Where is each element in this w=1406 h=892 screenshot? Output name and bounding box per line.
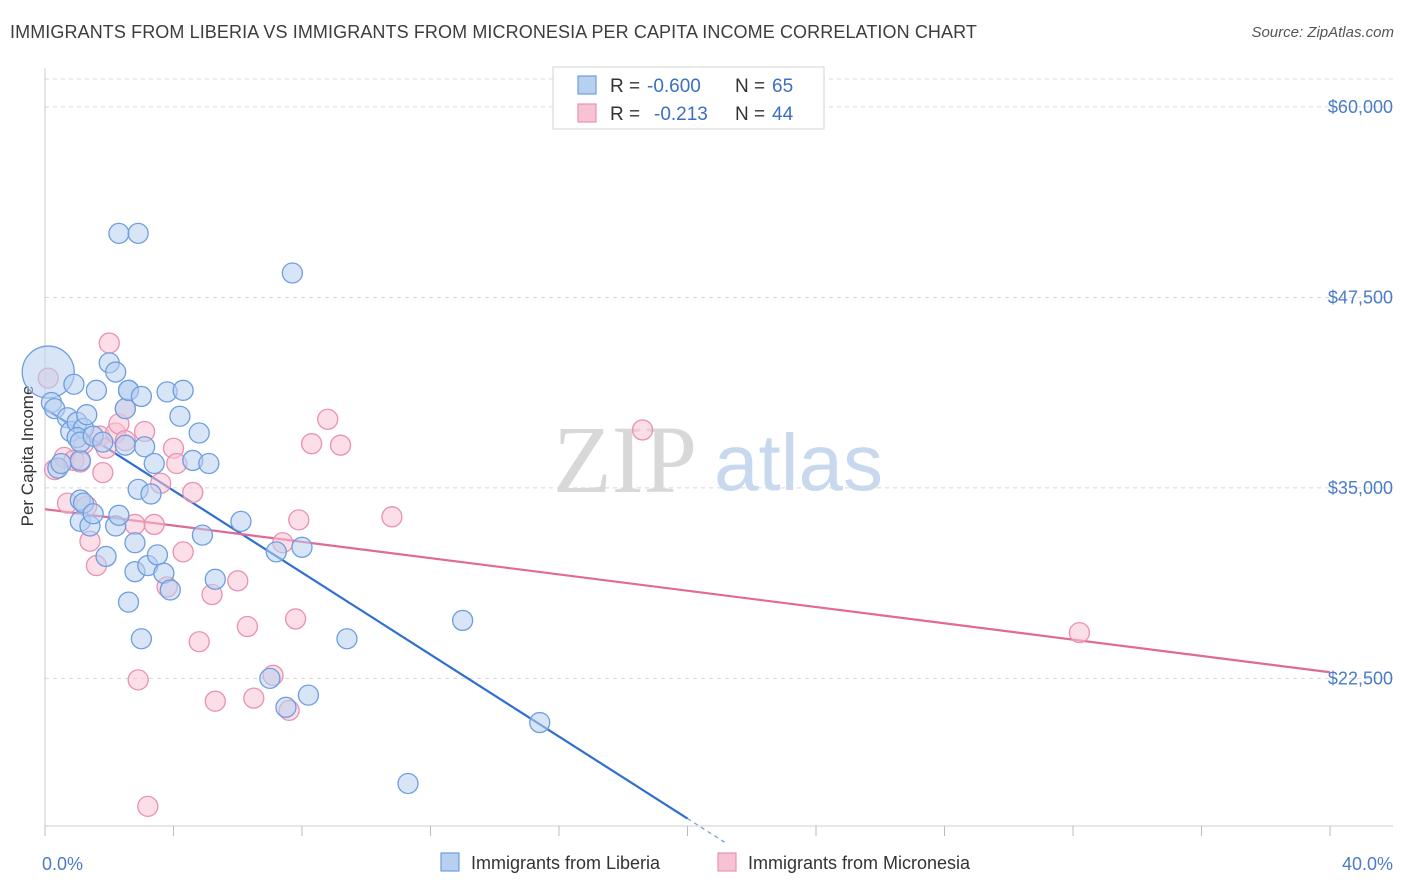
liberia-point bbox=[63, 373, 85, 395]
liberia-point bbox=[265, 541, 287, 563]
micronesia-point bbox=[243, 687, 265, 709]
liberia-point bbox=[275, 696, 297, 718]
x-tick-label-min: 0.0% bbox=[42, 854, 83, 874]
liberia-point bbox=[529, 711, 551, 734]
micronesia-point bbox=[98, 332, 120, 354]
micronesia-point bbox=[317, 408, 339, 430]
liberia-point bbox=[92, 431, 114, 453]
legend-swatch-liberia bbox=[577, 75, 597, 95]
liberia-point bbox=[124, 532, 146, 554]
micronesia-point bbox=[1068, 621, 1091, 644]
micronesia-point bbox=[137, 795, 159, 818]
liberia-point bbox=[140, 483, 162, 505]
y-tick-label: $60,000 bbox=[1328, 97, 1393, 117]
micronesia-point bbox=[329, 434, 352, 456]
liberia-point bbox=[130, 628, 153, 650]
trend-line-micronesia bbox=[44, 508, 1331, 674]
micronesia-point bbox=[288, 509, 310, 531]
micronesia-point bbox=[143, 513, 165, 536]
legend-r-label-micronesia: R = bbox=[610, 104, 640, 125]
legend-r-label-liberia: R = bbox=[610, 76, 640, 97]
watermark: ZIP atlas bbox=[553, 406, 883, 513]
legend-n-value-liberia: 65 bbox=[772, 76, 793, 97]
trend-line-liberia-extension bbox=[687, 818, 727, 844]
source-credit: Source: ZipAtlas.com bbox=[1251, 24, 1394, 41]
micronesia-point bbox=[204, 690, 226, 712]
axes bbox=[44, 68, 1393, 836]
micronesia-point bbox=[182, 481, 204, 504]
liberia-point bbox=[130, 385, 153, 408]
y-axis-label: Per Capita Income bbox=[18, 386, 37, 527]
liberia-point bbox=[105, 361, 127, 383]
liberia-point bbox=[451, 609, 474, 632]
liberia-point bbox=[188, 422, 210, 444]
liberia-point bbox=[50, 452, 72, 475]
x-tick-labels: 0.0% 40.0% bbox=[42, 854, 1393, 874]
liberia-point bbox=[108, 222, 130, 245]
liberia-point bbox=[198, 452, 220, 475]
liberia-point bbox=[281, 262, 304, 284]
liberia-point bbox=[230, 510, 252, 533]
series-legend: Immigrants from Liberia Immigrants from … bbox=[440, 852, 971, 873]
liberia-point bbox=[82, 503, 104, 525]
series-legend-swatch-liberia bbox=[440, 852, 460, 872]
liberia-point bbox=[95, 545, 117, 568]
micronesia-point bbox=[300, 433, 323, 455]
legend-n-value-micronesia: 44 bbox=[772, 104, 794, 125]
stats-legend: R = -0.600 N = 65 R = -0.213 N = 44 bbox=[552, 66, 825, 130]
liberia-point bbox=[127, 222, 149, 245]
legend-n-label-micronesia: N = bbox=[735, 104, 765, 125]
x-tick-label-max: 40.0% bbox=[1342, 854, 1393, 874]
micronesia-point bbox=[92, 461, 114, 484]
legend-r-value-liberia: -0.600 bbox=[647, 76, 701, 97]
liberia-point bbox=[297, 684, 320, 706]
liberia-point bbox=[191, 524, 214, 546]
micronesia-point bbox=[127, 669, 149, 691]
liberia-point bbox=[117, 591, 140, 613]
trend-line-liberia bbox=[44, 407, 689, 820]
chart-title: IMMIGRANTS FROM LIBERIA VS IMMIGRANTS FR… bbox=[10, 22, 977, 42]
liberia-point bbox=[108, 504, 130, 526]
liberia-point bbox=[85, 379, 108, 401]
liberia-point bbox=[172, 379, 194, 401]
micronesia-point bbox=[381, 506, 403, 528]
micronesia-point bbox=[172, 541, 194, 563]
liberia-point bbox=[259, 667, 281, 689]
series-legend-swatch-micronesia bbox=[717, 852, 737, 872]
liberia-point bbox=[69, 449, 91, 472]
watermark-atlas: atlas bbox=[714, 418, 883, 507]
liberia-point bbox=[146, 544, 169, 566]
y-tick-label: $22,500 bbox=[1328, 668, 1393, 688]
micronesia-point bbox=[236, 615, 259, 638]
legend-n-label-liberia: N = bbox=[735, 76, 765, 97]
series-legend-label-liberia: Immigrants from Liberia bbox=[471, 853, 661, 873]
y-tick-labels: $22,500 $35,000 $47,500 $60,000 bbox=[1328, 97, 1393, 688]
micronesia-point bbox=[284, 608, 307, 630]
liberia-point bbox=[76, 404, 98, 426]
legend-swatch-micronesia bbox=[577, 103, 597, 123]
trend-lines bbox=[44, 407, 1331, 844]
micronesia-point bbox=[227, 570, 249, 592]
liberia-point bbox=[204, 568, 226, 590]
liberia-point bbox=[291, 536, 313, 558]
micronesia-point bbox=[188, 631, 210, 653]
series-legend-label-micronesia: Immigrants from Micronesia bbox=[748, 853, 971, 873]
legend-r-value-micronesia: -0.213 bbox=[654, 104, 708, 125]
liberia-point bbox=[336, 628, 358, 650]
series-liberia-points bbox=[21, 222, 551, 795]
stats-legend-box bbox=[552, 66, 825, 130]
gridlines bbox=[45, 78, 1393, 679]
liberia-point bbox=[114, 434, 136, 456]
liberia-point bbox=[397, 772, 419, 795]
liberia-point bbox=[143, 452, 165, 475]
micronesia-point bbox=[631, 419, 654, 441]
liberia-point bbox=[159, 579, 181, 601]
liberia-point bbox=[169, 405, 191, 427]
watermark-zip: ZIP bbox=[553, 406, 697, 513]
liberia-point bbox=[133, 436, 156, 458]
y-tick-label: $35,000 bbox=[1328, 478, 1393, 498]
y-tick-label: $47,500 bbox=[1328, 287, 1393, 307]
